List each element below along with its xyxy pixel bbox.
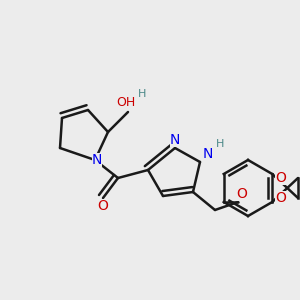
Text: O: O — [98, 199, 108, 213]
Text: O: O — [237, 187, 248, 201]
Text: H: H — [138, 89, 146, 99]
Text: N: N — [170, 133, 180, 147]
Text: N: N — [203, 147, 213, 161]
Text: OH: OH — [116, 95, 136, 109]
Text: O: O — [275, 191, 286, 205]
Text: H: H — [216, 139, 224, 149]
Text: O: O — [275, 171, 286, 185]
Text: N: N — [92, 153, 102, 167]
